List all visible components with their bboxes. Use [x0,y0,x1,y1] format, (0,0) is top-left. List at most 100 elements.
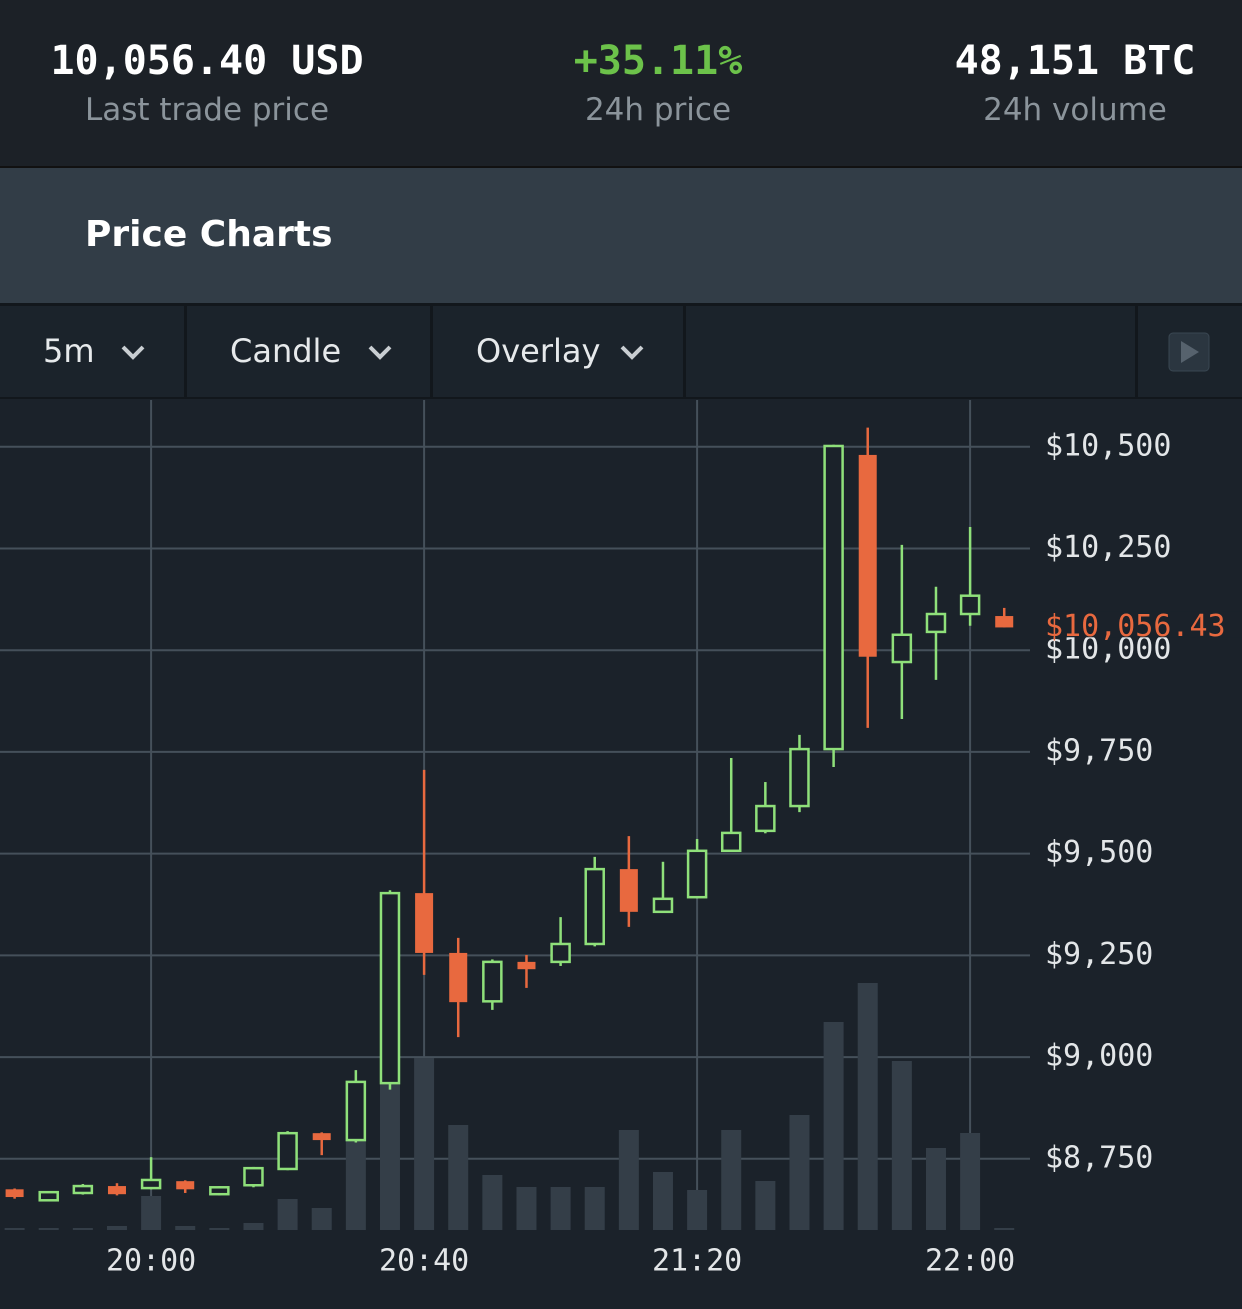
candle-body [209,1186,230,1196]
volume-bar [584,1187,605,1230]
candle-body [243,1166,264,1187]
volume-bar [516,1187,537,1230]
volume-bar [106,1226,127,1230]
candle-body [379,891,401,1085]
volume-bar [857,983,878,1230]
last-price-background [1040,611,1242,638]
section-title: Price Charts [85,214,333,255]
x-tick-label: 20:40 [379,1244,469,1279]
volume-bar [960,1133,981,1230]
volume-bar [175,1226,196,1230]
stat-value: +35.11% [573,38,743,84]
candle-body [176,1181,195,1190]
y-tick-label: $9,750 [1045,733,1153,768]
y-tick-label: $10,000 [1045,632,1171,667]
stat: 48,151 BTC 24h volume [868,38,1242,128]
toolbar: 5m Candle Overlay [0,306,1242,399]
candle-body [482,960,503,1003]
volume-bar [925,1148,946,1230]
candle-body [858,454,877,657]
candle-body [140,1178,162,1190]
candle-body [891,633,913,664]
overlay-dropdown[interactable]: Overlay [433,306,686,397]
candle-body [686,849,708,899]
candle-body [789,747,810,808]
chevron [121,345,145,360]
candle-body [5,1189,24,1198]
candle-body [415,893,434,953]
candle-body [995,616,1014,628]
volume-bar [311,1208,332,1230]
candle-body [38,1190,59,1202]
stat-value: 48,151 BTC [954,38,1196,84]
y-tick-label: $8,750 [1045,1140,1153,1175]
candle-body [107,1186,126,1195]
last-price-label: $10,056.43 [1045,609,1226,644]
y-tick-label: $10,500 [1045,428,1171,463]
candle-body [550,942,571,964]
volume-bar [448,1125,469,1230]
candle-body [584,867,605,946]
chart-type-dropdown[interactable]: Candle [187,306,433,397]
x-tick-label: 22:00 [925,1244,1015,1279]
candle-body [652,897,674,914]
candle-body [312,1133,331,1141]
volume-bar [482,1175,503,1230]
volume-bar [345,1130,366,1230]
stat-label: Last trade price [84,92,330,128]
volume-bar [379,1070,400,1230]
stat: 10,056.40 USD Last trade price [0,38,414,128]
candle-body [517,961,536,970]
volume-bar [994,1228,1015,1230]
candle-body [959,594,981,616]
volume-bar [891,1061,912,1230]
interval-dropdown[interactable]: 5m [0,306,187,397]
volume-bar [618,1130,639,1230]
candle-body [925,612,947,634]
candle-body [619,869,638,912]
volume-bar [141,1196,162,1230]
stat-label: 24h price [584,92,732,128]
volume-bar [414,1058,435,1230]
volume-bar [277,1199,298,1230]
candle-body [277,1131,298,1171]
chevron [620,345,644,360]
candle-body [720,831,742,853]
candle-body [449,952,468,1003]
candle-body [345,1080,367,1142]
y-tick-label: $9,500 [1045,835,1153,870]
button-label: Candle [230,332,342,370]
y-tick-label: $9,250 [1045,937,1153,972]
volume-bar [4,1228,25,1230]
stat: +35.11% 24h price [451,38,865,128]
y-tick-label: $10,250 [1045,530,1171,565]
volume-bar [823,1022,844,1230]
volume-bar [243,1223,264,1230]
stat-label: 24h volume [983,92,1167,128]
chevron [368,345,392,360]
divider [1135,306,1138,397]
candle-body [72,1184,94,1195]
volume-bar [755,1181,776,1230]
header: 10,056.40 USD Last trade price +35.11% 24h… [0,0,1242,168]
x-tick-label: 20:00 [106,1244,196,1279]
volume-bar [550,1187,571,1230]
x-tick-label: 21:20 [652,1244,742,1279]
candle-body [823,444,844,751]
button-label: Overlay [476,332,601,370]
volume-bar [789,1115,810,1230]
section: Price Charts [0,168,1242,306]
candle-body [755,804,776,833]
volume-bar [72,1228,93,1230]
play-button[interactable] [1168,332,1210,372]
button-label: 5m [43,332,95,370]
volume-bar [38,1228,59,1230]
volume-bar [721,1130,742,1230]
chart: $8,750$9,000$9,250$9,500$9,750$10,000$10… [0,400,1242,1279]
volume-bar [209,1228,230,1230]
volume-bar [687,1190,708,1230]
volume-bar [652,1172,673,1230]
y-tick-label: $9,000 [1045,1039,1153,1074]
stat-value: 10,056.40 USD [50,38,364,84]
